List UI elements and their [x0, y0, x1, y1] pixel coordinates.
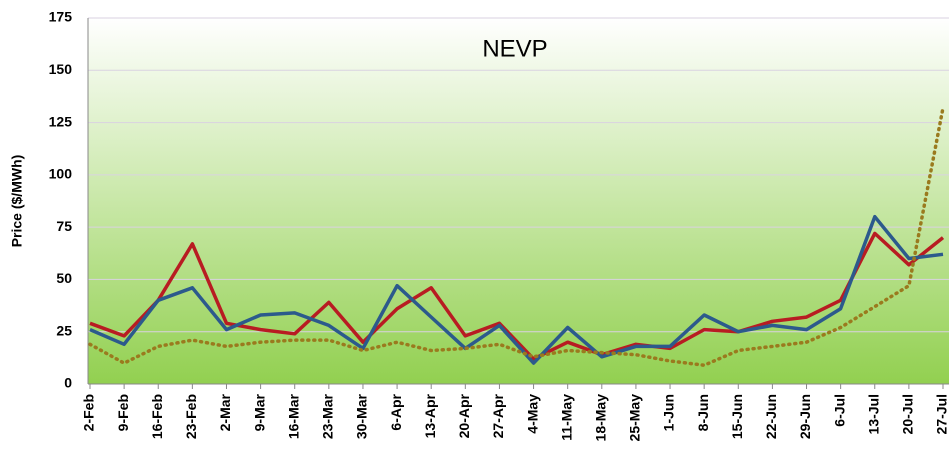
x-tick-label: 8-Jun [695, 394, 711, 431]
x-tick-label: 4-May [524, 394, 540, 434]
x-tick-label: 11-May [558, 394, 574, 441]
x-tick-label: 30-Mar [354, 393, 370, 439]
x-tick-label: 22-Jun [763, 394, 779, 439]
y-tick-label: 0 [64, 375, 72, 391]
x-tick-label: 29-Jun [797, 394, 813, 439]
y-tick-label: 150 [49, 61, 73, 77]
x-tick-label: 6-Apr [388, 393, 404, 430]
x-tick-label: 9-Feb [115, 394, 131, 431]
y-tick-label: 125 [49, 113, 73, 129]
x-tick-label: 16-Feb [149, 394, 165, 439]
x-tick-label: 13-Apr [422, 393, 438, 438]
plot-area [88, 18, 949, 384]
chart-title: NEVP [482, 35, 547, 62]
x-tick-label: 2-Feb [81, 394, 97, 431]
x-tick-label: 23-Mar [320, 393, 336, 439]
y-axis-label: Price ($/MWh) [9, 155, 25, 248]
x-tick-label: 20-Apr [456, 393, 472, 438]
x-tick-label: 18-May [593, 394, 609, 442]
y-tick-label: 50 [56, 270, 72, 286]
x-tick-label: 27-Jul [934, 394, 950, 434]
x-tick-label: 9-Mar [251, 393, 267, 431]
x-tick-label: 27-Apr [490, 393, 506, 438]
x-tick-label: 23-Feb [183, 394, 199, 439]
x-tick-label: 16-Mar [285, 393, 301, 439]
y-tick-label: 100 [49, 166, 73, 182]
y-tick-label: 25 [56, 322, 72, 338]
x-tick-label: 20-Jul [900, 394, 916, 434]
x-tick-label: 1-Jun [661, 394, 677, 431]
x-tick-label: 13-Jul [865, 394, 881, 434]
x-tick-label: 15-Jun [729, 394, 745, 439]
x-tick-label: 25-May [627, 394, 643, 442]
y-tick-label: 175 [49, 9, 73, 25]
series-line [88, 106, 945, 367]
series-line [89, 231, 945, 361]
y-tick-label: 75 [56, 218, 72, 234]
x-tick-label: 2-Mar [217, 393, 233, 431]
series-line [89, 214, 944, 365]
x-tick-label: 6-Jul [831, 394, 847, 427]
